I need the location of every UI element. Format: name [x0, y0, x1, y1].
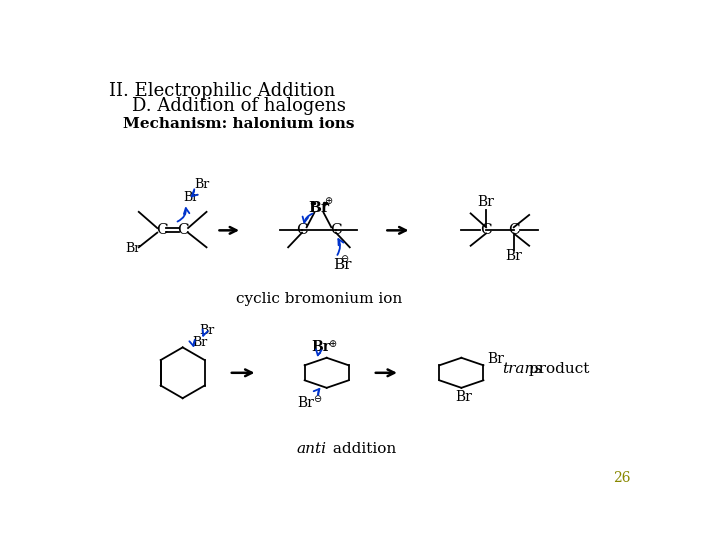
Text: Br: Br: [125, 242, 140, 255]
Text: Br: Br: [184, 191, 199, 204]
Text: Br: Br: [192, 335, 207, 348]
Text: Br: Br: [477, 195, 495, 209]
Text: Br: Br: [311, 340, 330, 354]
Text: ⊕: ⊕: [324, 196, 332, 206]
Text: ⊕: ⊕: [328, 339, 336, 349]
Text: Br: Br: [455, 390, 472, 404]
Text: Mechanism: halonium ions: Mechanism: halonium ions: [122, 117, 354, 131]
Text: Br: Br: [333, 258, 351, 272]
Text: C: C: [508, 224, 520, 238]
Text: ⊖: ⊖: [313, 394, 321, 404]
Text: C: C: [296, 224, 308, 238]
Text: Br: Br: [487, 352, 504, 366]
Text: D. Addition of halogens: D. Addition of halogens: [109, 97, 346, 115]
Text: II. Electrophilic Addition: II. Electrophilic Addition: [109, 82, 335, 100]
Text: Br: Br: [505, 249, 522, 263]
Text: addition: addition: [328, 442, 397, 456]
Text: ⊖: ⊖: [341, 254, 348, 264]
Text: Br: Br: [308, 201, 330, 215]
Text: 26: 26: [613, 471, 631, 485]
Text: anti: anti: [297, 442, 327, 456]
Text: C: C: [178, 224, 189, 238]
Text: Br: Br: [199, 324, 215, 337]
Text: product: product: [523, 362, 589, 376]
Text: trans: trans: [503, 362, 542, 376]
Text: C: C: [330, 224, 342, 238]
Text: Br: Br: [297, 396, 315, 410]
Text: cyclic bromonium ion: cyclic bromonium ion: [236, 292, 402, 306]
Text: C: C: [156, 224, 168, 238]
Text: C: C: [480, 224, 492, 238]
Text: Br: Br: [194, 178, 210, 191]
